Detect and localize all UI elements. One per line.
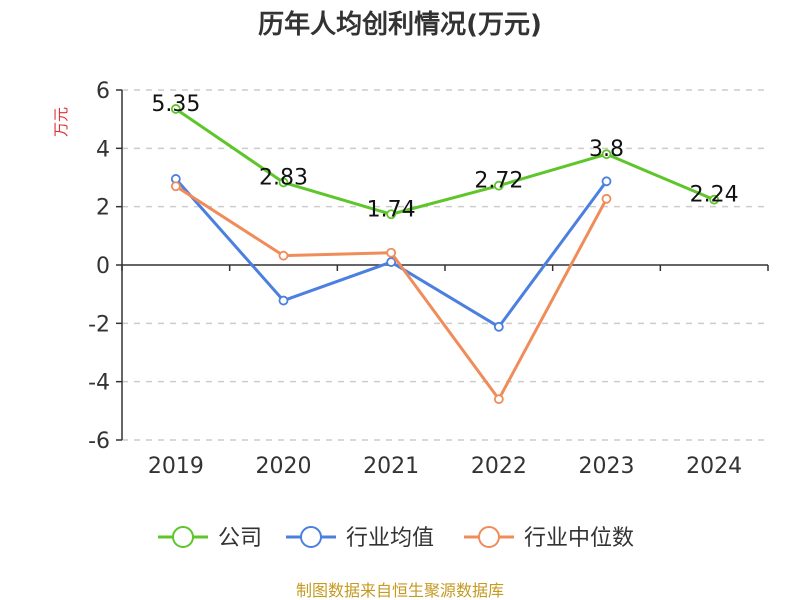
legend-label: 行业均值 xyxy=(346,526,434,551)
y-tick-label: 0 xyxy=(96,254,110,279)
y-tick-label: 2 xyxy=(96,196,110,221)
legend-label: 公司 xyxy=(218,526,262,551)
data-point xyxy=(278,295,289,306)
data-point xyxy=(170,104,181,114)
y-tick-label: -4 xyxy=(88,371,110,396)
data-point xyxy=(386,257,397,267)
legend-marker xyxy=(300,526,322,548)
legend[interactable]: 公司 行业均值 行业中位数 xyxy=(158,526,634,551)
data-label: 2.72 xyxy=(474,169,523,194)
data-label: 5.35 xyxy=(151,92,200,117)
series-line xyxy=(174,107,715,216)
x-tick-label: 2020 xyxy=(256,454,312,479)
series-2 xyxy=(170,181,612,405)
legend-item[interactable]: 行业中位数 xyxy=(464,526,634,551)
y-tick-label: -2 xyxy=(88,312,110,337)
data-point xyxy=(386,209,397,220)
legend-item[interactable]: 公司 xyxy=(158,526,262,551)
legend-marker xyxy=(172,526,194,548)
x-tick-label: 2024 xyxy=(686,454,742,479)
data-point xyxy=(709,194,720,205)
series-0 xyxy=(170,104,720,220)
data-label: 2.83 xyxy=(259,165,308,190)
y-tick-label: -6 xyxy=(88,429,110,454)
legend-label: 行业中位数 xyxy=(524,526,634,551)
data-point xyxy=(601,176,612,187)
legend-item[interactable]: 行业均值 xyxy=(286,526,434,551)
axis-layer: 6 4 2 0 -2 -4 -6 2019 2020 2021 2022 2023 2024 xyxy=(88,79,769,479)
data-point xyxy=(278,177,289,188)
series-layer xyxy=(170,104,720,405)
data-label: 1.74 xyxy=(367,197,416,222)
data-point xyxy=(493,180,504,191)
data-label: 2.24 xyxy=(690,183,739,208)
source-note: 制图数据来自恒生聚源数据库 xyxy=(296,581,504,600)
data-label: 3.8 xyxy=(589,137,624,162)
data-point xyxy=(278,250,289,261)
y-tick-label: 4 xyxy=(96,137,110,162)
data-point xyxy=(601,149,612,160)
x-tick-label: 2023 xyxy=(579,454,635,479)
x-tick-label: 2019 xyxy=(148,454,204,479)
data-point xyxy=(493,394,504,405)
data-point xyxy=(493,321,504,332)
data-point xyxy=(601,193,612,204)
y-axis-label: 万元 xyxy=(52,107,70,137)
data-point xyxy=(170,181,181,192)
x-tick-label: 2022 xyxy=(471,454,527,479)
y-tick-label: 6 xyxy=(96,79,110,104)
legend-marker xyxy=(478,526,500,548)
data-label-layer: 5.35 2.83 1.74 2.72 3.8 2.24 xyxy=(151,92,738,222)
x-tick-label: 2021 xyxy=(363,454,419,479)
chart-title: 历年人均创利情况(万元) xyxy=(258,9,542,40)
data-point xyxy=(386,247,397,258)
